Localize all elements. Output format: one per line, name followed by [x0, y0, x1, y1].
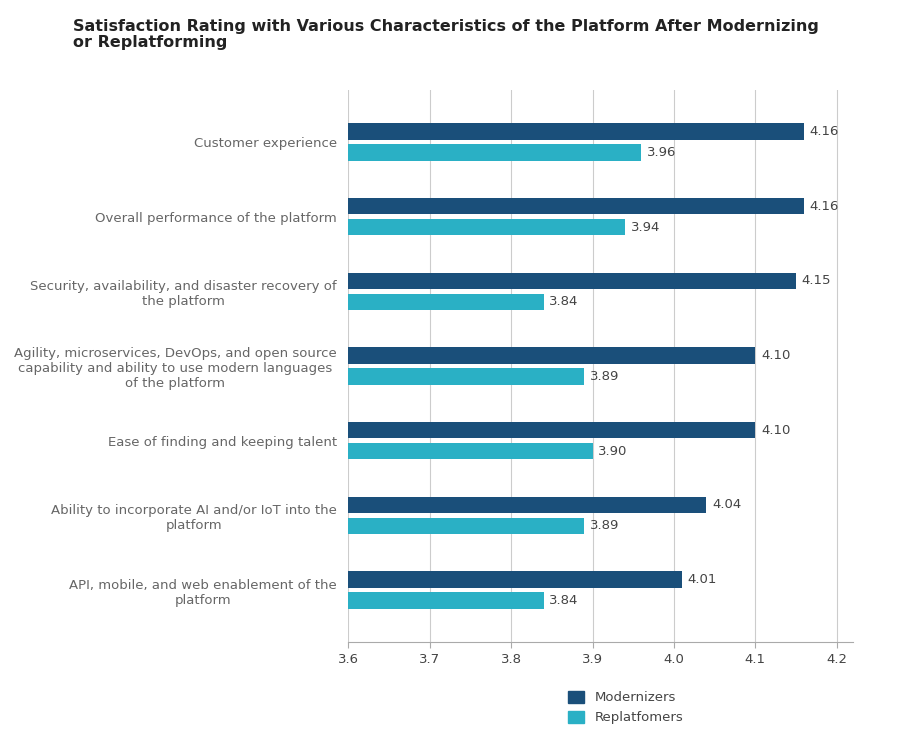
Text: 4.10: 4.10 [761, 349, 790, 362]
Text: 3.89: 3.89 [590, 370, 620, 383]
Text: 4.16: 4.16 [810, 199, 839, 213]
Bar [348, 422, 756, 438]
Bar [348, 123, 804, 140]
Bar [348, 518, 584, 534]
Text: 3.94: 3.94 [631, 220, 660, 234]
Text: 4.10: 4.10 [761, 424, 790, 437]
Bar [348, 219, 625, 235]
Text: 3.84: 3.84 [549, 594, 579, 607]
Bar [348, 571, 682, 588]
Text: 4.01: 4.01 [688, 573, 717, 586]
Text: 3.89: 3.89 [590, 519, 620, 533]
Text: 4.16: 4.16 [810, 125, 839, 138]
Bar [348, 294, 544, 310]
Legend: Modernizers, Replatfomers: Modernizers, Replatfomers [569, 691, 683, 725]
Text: 3.84: 3.84 [549, 295, 579, 309]
Bar [348, 347, 756, 364]
Bar [348, 368, 584, 385]
Text: Satisfaction Rating with Various Characteristics of the Platform After Modernizi: Satisfaction Rating with Various Charact… [73, 19, 819, 34]
Text: 4.04: 4.04 [713, 498, 741, 512]
Bar [348, 273, 796, 289]
Bar [348, 592, 544, 609]
Bar [348, 198, 804, 214]
Text: 3.90: 3.90 [598, 444, 627, 458]
Bar [348, 144, 641, 161]
Bar [348, 497, 706, 513]
Text: or Replatforming: or Replatforming [73, 35, 227, 50]
Text: 3.96: 3.96 [647, 146, 677, 159]
Bar [348, 443, 592, 459]
Text: 4.15: 4.15 [801, 274, 831, 288]
